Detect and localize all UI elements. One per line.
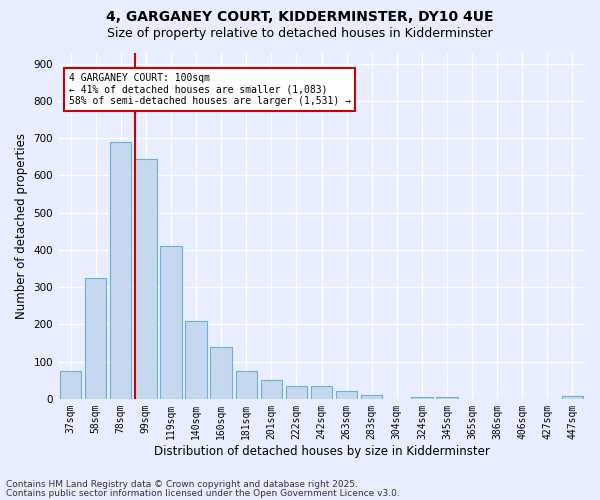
Bar	[562, 396, 583, 399]
Bar	[185, 320, 207, 399]
Bar	[411, 397, 433, 399]
Bar	[336, 392, 357, 399]
Bar	[236, 371, 257, 399]
Bar	[110, 142, 131, 399]
Bar	[60, 371, 81, 399]
Bar	[286, 386, 307, 399]
X-axis label: Distribution of detached houses by size in Kidderminster: Distribution of detached houses by size …	[154, 444, 490, 458]
Bar	[211, 346, 232, 399]
Bar	[85, 278, 106, 399]
Text: Size of property relative to detached houses in Kidderminster: Size of property relative to detached ho…	[107, 28, 493, 40]
Bar	[436, 397, 458, 399]
Bar	[135, 158, 157, 399]
Bar	[160, 246, 182, 399]
Text: Contains HM Land Registry data © Crown copyright and database right 2025.: Contains HM Land Registry data © Crown c…	[6, 480, 358, 489]
Y-axis label: Number of detached properties: Number of detached properties	[15, 132, 28, 318]
Bar	[311, 386, 332, 399]
Text: 4, GARGANEY COURT, KIDDERMINSTER, DY10 4UE: 4, GARGANEY COURT, KIDDERMINSTER, DY10 4…	[106, 10, 494, 24]
Bar	[260, 380, 282, 399]
Text: 4 GARGANEY COURT: 100sqm
← 41% of detached houses are smaller (1,083)
58% of sem: 4 GARGANEY COURT: 100sqm ← 41% of detach…	[68, 74, 350, 106]
Bar	[361, 395, 382, 399]
Text: Contains public sector information licensed under the Open Government Licence v3: Contains public sector information licen…	[6, 488, 400, 498]
